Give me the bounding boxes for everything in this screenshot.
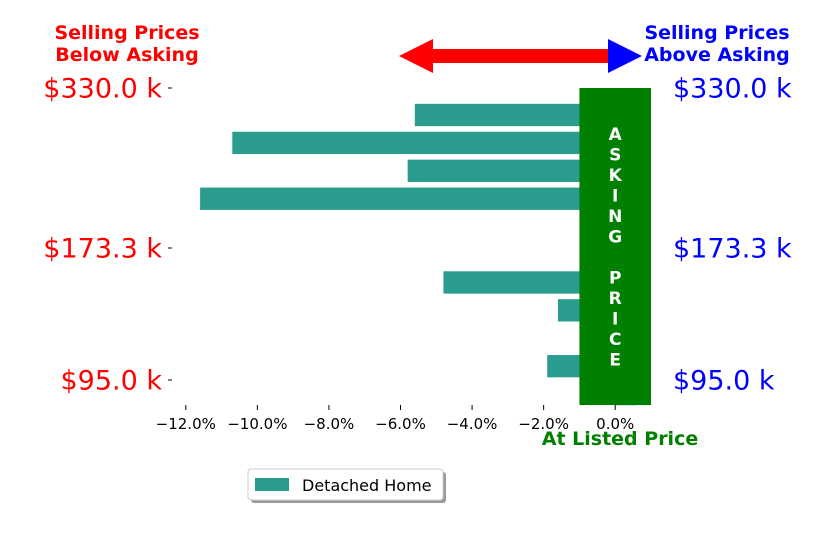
bar [200, 187, 616, 210]
band-letter: R [609, 289, 622, 309]
right-price-label: $173.3 k [673, 234, 792, 265]
right-header-title: Selling Prices [644, 22, 789, 44]
x-tick-label: −4.0% [447, 415, 498, 433]
x-tick-label: −10.0% [227, 415, 287, 433]
bar [414, 103, 616, 127]
x-tick-label: −8.0% [304, 415, 355, 433]
x-tick-label: 0.0% [596, 415, 634, 433]
band-letter: P [609, 269, 621, 289]
asking-price-band [579, 88, 651, 405]
bar [443, 271, 616, 294]
left-header-title: Below Asking [55, 44, 198, 66]
band-letter: I [612, 187, 618, 207]
right-price-label: $95.0 k [673, 366, 775, 397]
x-axis-label: At Listed Price [542, 428, 698, 450]
x-tick-label: −12.0% [156, 415, 216, 433]
legend: Detached Home [247, 468, 446, 503]
left-price-label: $95.0 k [60, 366, 162, 397]
band-letter: I [612, 310, 618, 330]
x-axis: −12.0% −10.0% −8.0% −6.0% −4.0% −2.0% 0.0%At L… [156, 405, 698, 450]
bars-layer [200, 103, 637, 406]
left-price-label: $330.0 k [43, 74, 162, 105]
right-header-title: Above Asking [644, 44, 790, 66]
left-header-title: Selling Prices [54, 22, 199, 44]
left-arrow-icon [399, 39, 614, 73]
band-letter: A [609, 125, 623, 145]
band-letter: K [609, 166, 623, 186]
x-tick-label: −2.0% [518, 415, 569, 433]
right-arrow-icon [608, 39, 642, 73]
legend-label: Detached Home [302, 476, 432, 495]
bar [232, 131, 616, 155]
right-price-label: $330.0 k [673, 74, 792, 105]
band-letter: G [608, 228, 622, 248]
bar [407, 159, 616, 182]
band-letter: S [609, 146, 621, 166]
legend-swatch [255, 478, 289, 491]
band-letter: E [609, 351, 621, 371]
legend-box [247, 468, 444, 501]
left-price-label: $173.3 k [43, 234, 162, 265]
x-tick-label: −6.0% [375, 415, 426, 433]
band-letter: N [608, 207, 622, 227]
price-labels: $330.0 k $173.3 k $95.0 k $330.0 k $173.3 k $… [43, 74, 792, 397]
band-letter: C [609, 330, 621, 350]
